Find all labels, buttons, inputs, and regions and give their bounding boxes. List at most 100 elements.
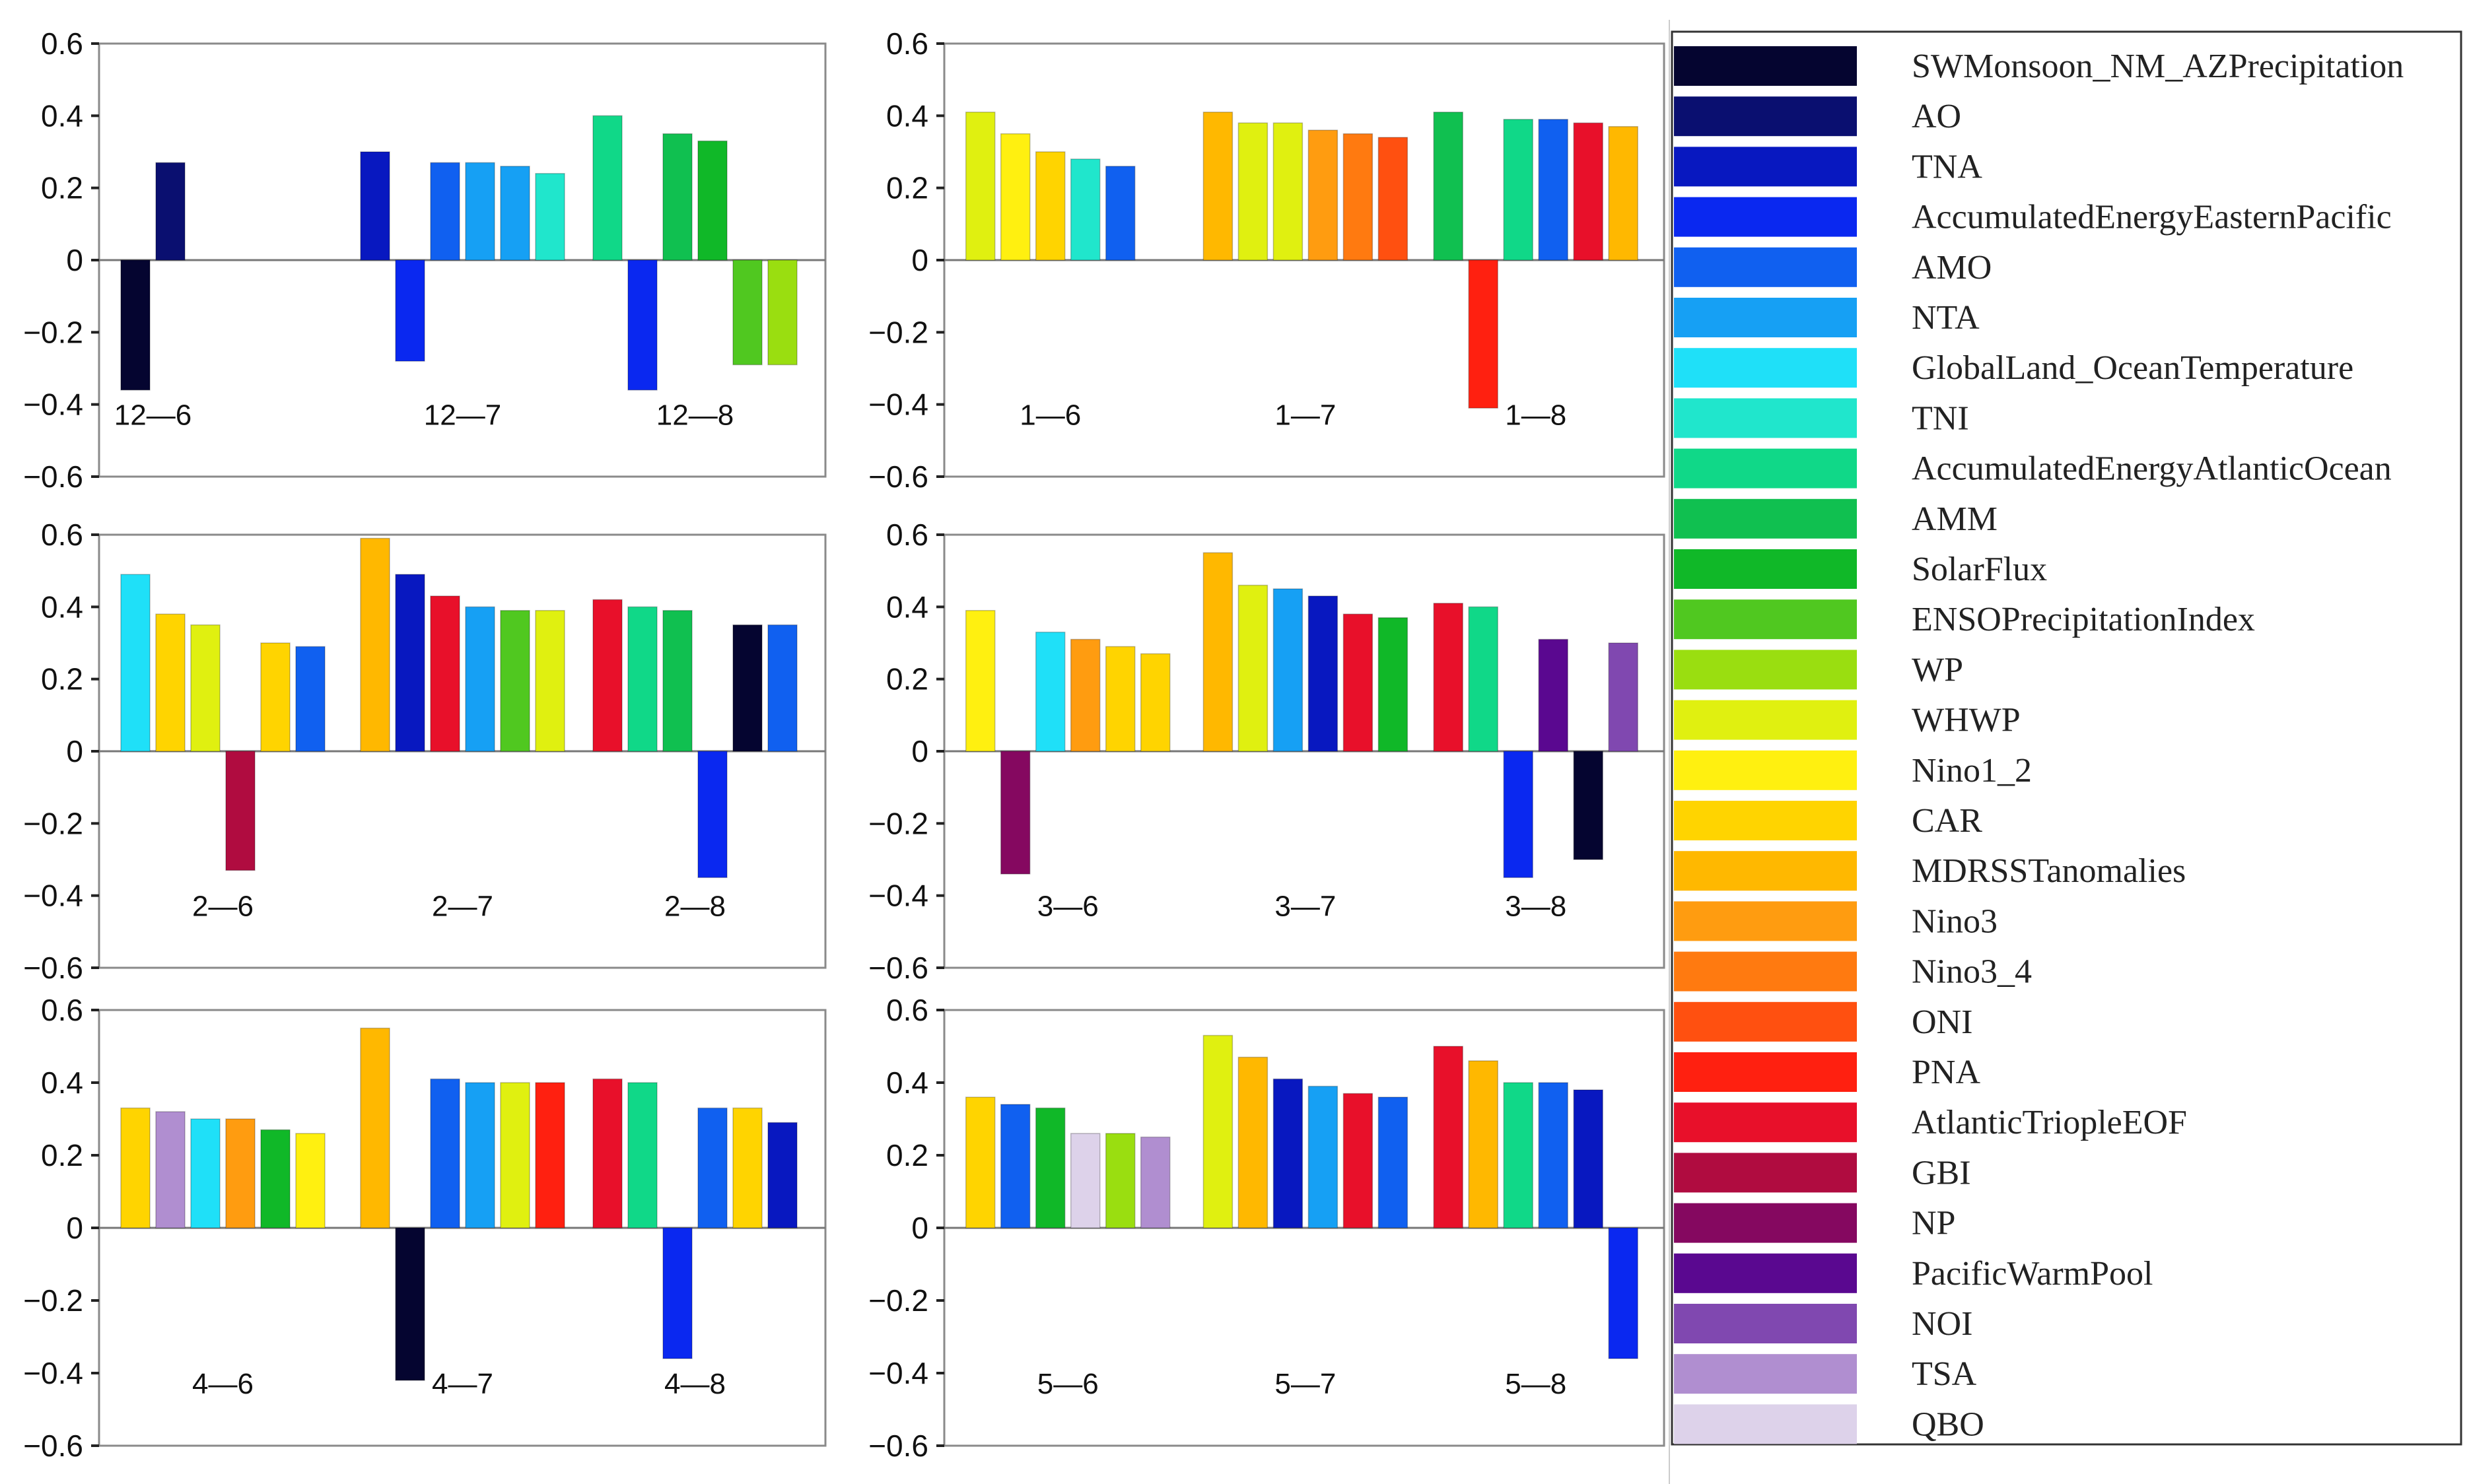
- legend-entry: TNA: [1674, 147, 1982, 187]
- y-tick-label: −0.4: [23, 388, 83, 422]
- chart-panel: 0.6 0.4 0.2 0 −0.2 −0.4 −0.6 5—6 5—7 5—8: [868, 993, 1665, 1463]
- legend-swatch: [1674, 1203, 1857, 1243]
- legend-swatch: [1674, 1404, 1857, 1444]
- bar: [1503, 751, 1533, 879]
- bar: [155, 613, 186, 752]
- legend-swatch: [1674, 750, 1857, 790]
- bar: [395, 1227, 425, 1381]
- bar: [260, 642, 291, 752]
- bar: [535, 610, 565, 752]
- legend-entry: CAR: [1674, 801, 1982, 840]
- bar: [1000, 751, 1031, 875]
- bar: [1237, 122, 1269, 261]
- bar: [1035, 151, 1066, 261]
- chart-panel: 0.6 0.4 0.2 0 −0.2 −0.4 −0.6 12—6 12—7 12—8: [23, 26, 827, 494]
- bar: [395, 259, 425, 362]
- bar: [767, 259, 798, 366]
- legend-label: TNA: [1912, 148, 1982, 186]
- bar: [1433, 603, 1463, 752]
- y-tick-label: 0.2: [886, 1138, 928, 1172]
- bar: [1272, 588, 1304, 752]
- legend-entry: NTA: [1674, 298, 1980, 337]
- y-tick-label: 0.6: [886, 993, 928, 1027]
- legend-entry: SolarFlux: [1674, 549, 2047, 589]
- group-label: 12—6: [114, 399, 191, 431]
- legend-swatch: [1674, 298, 1857, 337]
- bar: [1070, 638, 1101, 752]
- legend-entry: AtlanticTriopleEOF: [1674, 1102, 2187, 1143]
- legend-swatch: [1674, 1001, 1857, 1042]
- legend-label: AMO: [1912, 249, 1992, 287]
- y-tick-label: 0.2: [41, 171, 83, 205]
- bar: [1000, 1104, 1031, 1229]
- bar: [430, 1078, 460, 1229]
- legend-label: PNA: [1912, 1054, 1980, 1091]
- y-tick-label: −0.6: [23, 1429, 83, 1463]
- y-tick-label: −0.4: [868, 1356, 928, 1390]
- bar: [1000, 133, 1031, 261]
- legend-label: NTA: [1912, 299, 1980, 337]
- bar: [1035, 631, 1066, 752]
- group-label: 5—7: [1274, 1368, 1336, 1400]
- group-label: 5—8: [1505, 1368, 1566, 1400]
- bar: [697, 1107, 728, 1229]
- bar: [360, 1027, 390, 1229]
- bar: [1202, 552, 1234, 752]
- legend-label: PacificWarmPool: [1912, 1255, 2153, 1293]
- chart-panels: 0.6 0.4 0.2 0 −0.2 −0.4 −0.6 12—6 12—7 12—8 0.6 0.4…: [23, 26, 1665, 1463]
- y-tick-label: 0.6: [41, 993, 83, 1027]
- legend-label: AtlanticTriopleEOF: [1912, 1104, 2187, 1141]
- group-label: 12—8: [656, 399, 734, 431]
- legend-swatch: [1674, 1354, 1857, 1394]
- bar: [662, 610, 693, 752]
- bar: [1538, 638, 1568, 752]
- bar: [732, 624, 763, 752]
- bar: [155, 162, 186, 261]
- bar: [465, 162, 495, 261]
- legend-label: TSA: [1912, 1355, 1977, 1393]
- bar: [1307, 1085, 1339, 1229]
- legend-entry: SWMonsoon_NM_AZPrecipitation: [1674, 46, 2404, 86]
- legend-entry: WHWP: [1674, 700, 2021, 740]
- legend-swatch: [1674, 901, 1857, 941]
- bar: [1573, 1089, 1603, 1229]
- bar: [260, 1129, 291, 1229]
- bar: [1342, 1093, 1374, 1229]
- y-tick-label: 0.6: [886, 26, 928, 61]
- bar: [1202, 112, 1234, 261]
- y-tick-label: −0.4: [23, 1356, 83, 1390]
- bar: [1070, 1133, 1101, 1229]
- bar: [1070, 158, 1101, 261]
- bar: [500, 1082, 530, 1229]
- y-tick-label: 0: [911, 243, 928, 277]
- bar: [500, 166, 530, 261]
- legend-swatch: [1674, 599, 1857, 640]
- bar: [1272, 1078, 1304, 1229]
- legend-label: AccumulatedEnergyEasternPacific: [1912, 199, 2392, 236]
- y-tick-label: −0.2: [868, 1283, 928, 1318]
- bar: [662, 1227, 693, 1359]
- legend-label: Nino3: [1912, 902, 1998, 940]
- bar: [360, 151, 390, 261]
- legend-label: NOI: [1912, 1305, 1972, 1343]
- y-tick-label: 0.4: [41, 1065, 83, 1100]
- bar: [1468, 1060, 1498, 1229]
- bar: [1433, 1046, 1463, 1229]
- bar: [732, 1107, 763, 1229]
- bar: [1237, 1056, 1269, 1229]
- bar: [1573, 122, 1603, 261]
- group-label: 4—6: [192, 1368, 254, 1400]
- bar: [1377, 617, 1408, 752]
- legend-entry: AO: [1674, 96, 1961, 137]
- legend-swatch: [1674, 247, 1857, 287]
- legend-label: QBO: [1912, 1405, 1984, 1443]
- bar: [1237, 584, 1269, 752]
- bar: [430, 162, 460, 261]
- legend-label: Nino1_2: [1912, 752, 2032, 790]
- legend-entry: GBI: [1674, 1153, 1971, 1193]
- legend-entry: NOI: [1674, 1304, 1972, 1343]
- legend-swatch: [1674, 851, 1857, 891]
- legend-entry: PNA: [1674, 1052, 1980, 1092]
- legend-swatch: [1674, 1304, 1857, 1343]
